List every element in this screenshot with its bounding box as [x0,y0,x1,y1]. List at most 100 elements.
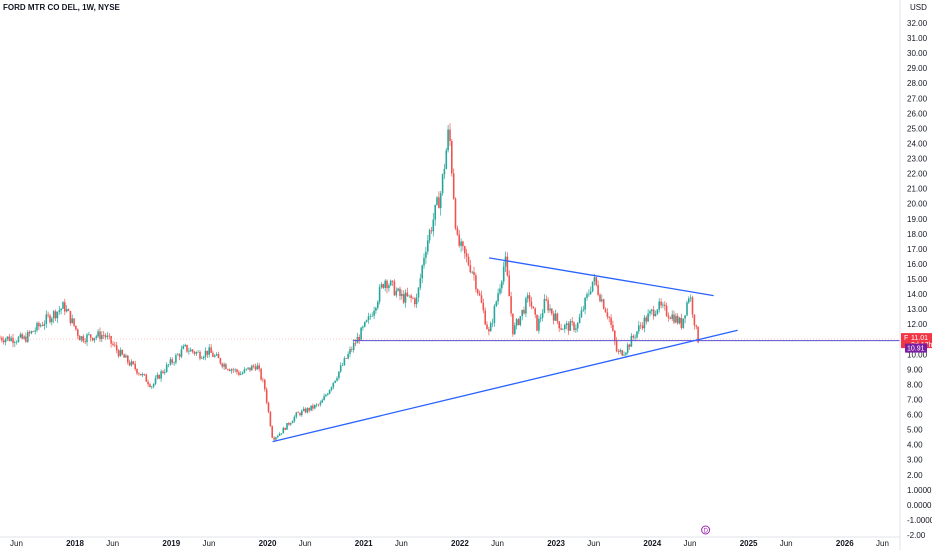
candle [130,359,133,367]
candle [526,292,529,303]
candle [314,404,316,410]
candle [115,341,118,354]
candle [615,337,618,353]
candle [330,386,333,392]
y-tick-label: 6.00 [907,411,923,420]
chart-title: FORD MTR CO DEL, 1W, NYSE [3,3,121,12]
candle [495,300,498,308]
candle [351,346,353,353]
plot-area[interactable]: D [0,123,900,535]
x-tick-label: 2026 [836,539,854,548]
candle [4,337,7,346]
y-tick-label: 27.00 [907,94,928,103]
y-tick-label: 21.00 [907,185,928,194]
candle [571,317,573,326]
price-axis[interactable]: 32.00 31.00 30.00 29.00 28.00 27.00 26.00 25.00… [907,19,932,540]
candle [243,367,246,374]
x-tick-label: 2023 [547,539,565,548]
candle [338,371,340,381]
candle [428,228,431,244]
candle [612,320,614,332]
candle [358,334,360,345]
candle [223,362,225,370]
candle [193,350,196,356]
candle [127,354,129,365]
candle [489,321,492,332]
candle [97,329,99,339]
candle [621,349,623,357]
candle [414,297,416,308]
candle [602,298,605,310]
line-price-value: 10.91 [907,346,925,353]
candle [208,344,210,358]
candle [532,306,535,309]
candle [264,378,266,392]
candle [567,321,570,335]
candle [432,212,435,237]
candle [227,368,229,371]
y-tick-label: 8.00 [907,380,923,389]
candle [436,196,438,206]
candle [578,313,581,324]
candle [38,321,40,330]
candle [441,173,444,196]
y-tick-label: -2.00 [907,531,926,540]
x-tick-label: Jun [587,539,600,548]
candle [367,312,370,324]
candle [667,312,670,322]
candle [121,349,123,356]
candle [408,295,410,298]
candle [238,370,240,377]
candle [499,284,501,296]
candle [521,309,523,321]
candle [241,371,244,375]
candle [558,321,560,332]
candle [658,298,660,313]
line-price-label: 10.91 [905,343,927,353]
x-tick-label: Jun [106,539,119,548]
candle [14,340,16,347]
candle [517,318,520,326]
descending-trendline[interactable] [488,257,714,297]
candle [369,313,372,320]
candle [628,343,631,350]
candle [447,125,449,153]
dividend-icon[interactable]: D [701,525,711,535]
y-tick-label: 32.00 [907,19,928,28]
candle [41,321,44,327]
candle [284,427,286,431]
candle [54,309,57,322]
candle [399,286,401,301]
candle [289,422,292,426]
candle [389,279,392,287]
candle [108,333,111,340]
candle [164,368,166,375]
ascending-trendline[interactable] [272,329,738,443]
x-tick-label: Jun [395,539,408,548]
candle [619,348,622,354]
candle [654,310,657,317]
candle [210,343,212,353]
candle [586,292,588,301]
time-axis[interactable]: Jun 2018 Jun 2019 Jun 2020 Jun 2021 Jun 2022 Jun 20… [10,539,889,548]
candle [36,321,38,333]
candle [639,322,642,330]
candle [145,373,148,382]
candle [475,272,477,293]
candle [69,310,72,326]
candle [1,336,3,343]
candle [638,321,640,335]
candle [101,331,103,342]
candle [167,364,170,368]
candle [588,289,590,297]
candle [439,190,442,216]
candle [171,357,173,365]
y-tick-label: 22.00 [907,170,928,179]
candle [386,279,388,294]
candle [502,261,505,285]
candle [676,313,679,325]
candle [380,282,383,289]
candle [219,357,222,365]
candle [34,327,36,335]
